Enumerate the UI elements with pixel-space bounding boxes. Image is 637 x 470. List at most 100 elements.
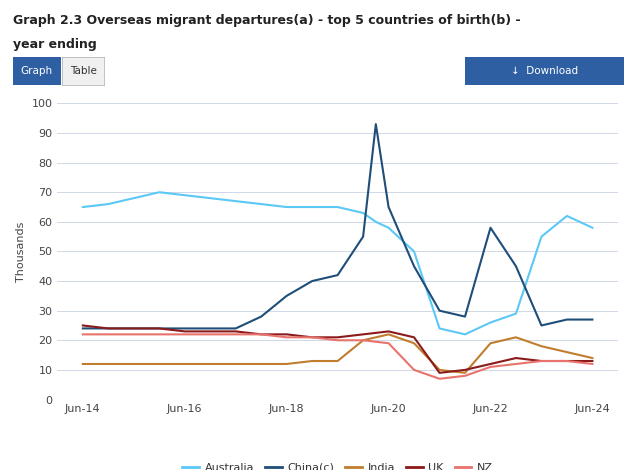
NZ	[334, 337, 341, 343]
Line: Australia: Australia	[83, 192, 592, 334]
UK	[410, 335, 418, 340]
Text: ↓  Download: ↓ Download	[511, 66, 578, 76]
India	[410, 340, 418, 346]
India	[308, 358, 316, 364]
Australia	[257, 201, 265, 207]
China(c)	[589, 317, 596, 322]
Australia	[334, 204, 341, 210]
India	[589, 355, 596, 361]
India	[206, 361, 214, 367]
China(c)	[487, 225, 494, 231]
Australia	[155, 189, 163, 195]
China(c)	[436, 308, 443, 313]
NZ	[257, 331, 265, 337]
India	[155, 361, 163, 367]
Line: India: India	[83, 334, 592, 373]
Australia	[206, 196, 214, 201]
NZ	[283, 335, 290, 340]
UK	[538, 358, 545, 364]
UK	[257, 331, 265, 337]
UK	[487, 361, 494, 367]
China(c)	[461, 314, 469, 320]
China(c)	[104, 326, 112, 331]
Australia	[130, 196, 138, 201]
Line: UK: UK	[83, 325, 592, 373]
Australia	[283, 204, 290, 210]
UK	[181, 329, 189, 334]
China(c)	[563, 317, 571, 322]
India	[512, 335, 520, 340]
Australia	[308, 204, 316, 210]
China(c)	[257, 314, 265, 320]
Australia	[563, 213, 571, 219]
India	[461, 370, 469, 376]
China(c)	[385, 204, 392, 210]
Australia	[487, 320, 494, 325]
India	[359, 337, 367, 343]
UK	[206, 329, 214, 334]
Australia	[410, 249, 418, 254]
Text: Graph: Graph	[20, 66, 53, 76]
Legend: Australia, China(c), India, UK, NZ: Australia, China(c), India, UK, NZ	[178, 458, 497, 470]
Australia	[461, 331, 469, 337]
China(c)	[181, 326, 189, 331]
Australia	[512, 311, 520, 316]
India	[487, 340, 494, 346]
UK	[232, 329, 240, 334]
UK	[155, 326, 163, 331]
NZ	[385, 340, 392, 346]
UK	[130, 326, 138, 331]
China(c)	[206, 326, 214, 331]
UK	[283, 331, 290, 337]
UK	[512, 355, 520, 361]
India	[283, 361, 290, 367]
India	[104, 361, 112, 367]
India	[563, 349, 571, 355]
China(c)	[155, 326, 163, 331]
India	[232, 361, 240, 367]
Australia	[181, 192, 189, 198]
India	[130, 361, 138, 367]
Australia	[359, 210, 367, 216]
NZ	[181, 331, 189, 337]
UK	[589, 358, 596, 364]
UK	[79, 322, 87, 328]
NZ	[538, 358, 545, 364]
Australia	[589, 225, 596, 231]
Australia	[372, 219, 380, 225]
India	[257, 361, 265, 367]
India	[181, 361, 189, 367]
UK	[563, 358, 571, 364]
China(c)	[512, 263, 520, 269]
NZ	[359, 337, 367, 343]
NZ	[512, 361, 520, 367]
India	[79, 361, 87, 367]
UK	[334, 335, 341, 340]
NZ	[563, 358, 571, 364]
NZ	[589, 361, 596, 367]
NZ	[232, 331, 240, 337]
Australia	[385, 225, 392, 231]
China(c)	[334, 272, 341, 278]
UK	[359, 331, 367, 337]
China(c)	[397, 234, 405, 239]
India	[436, 367, 443, 373]
NZ	[79, 331, 87, 337]
NZ	[487, 364, 494, 370]
Text: Graph 2.3 Overseas migrant departures(a) - top 5 countries of birth(b) -: Graph 2.3 Overseas migrant departures(a)…	[13, 14, 520, 27]
China(c)	[79, 326, 87, 331]
NZ	[436, 376, 443, 382]
NZ	[130, 331, 138, 337]
China(c)	[283, 293, 290, 299]
UK	[104, 326, 112, 331]
UK	[436, 370, 443, 376]
China(c)	[232, 326, 240, 331]
UK	[461, 367, 469, 373]
Australia	[104, 201, 112, 207]
UK	[385, 329, 392, 334]
India	[385, 331, 392, 337]
China(c)	[538, 322, 545, 328]
China(c)	[410, 263, 418, 269]
NZ	[104, 331, 112, 337]
Text: year ending: year ending	[13, 38, 96, 51]
